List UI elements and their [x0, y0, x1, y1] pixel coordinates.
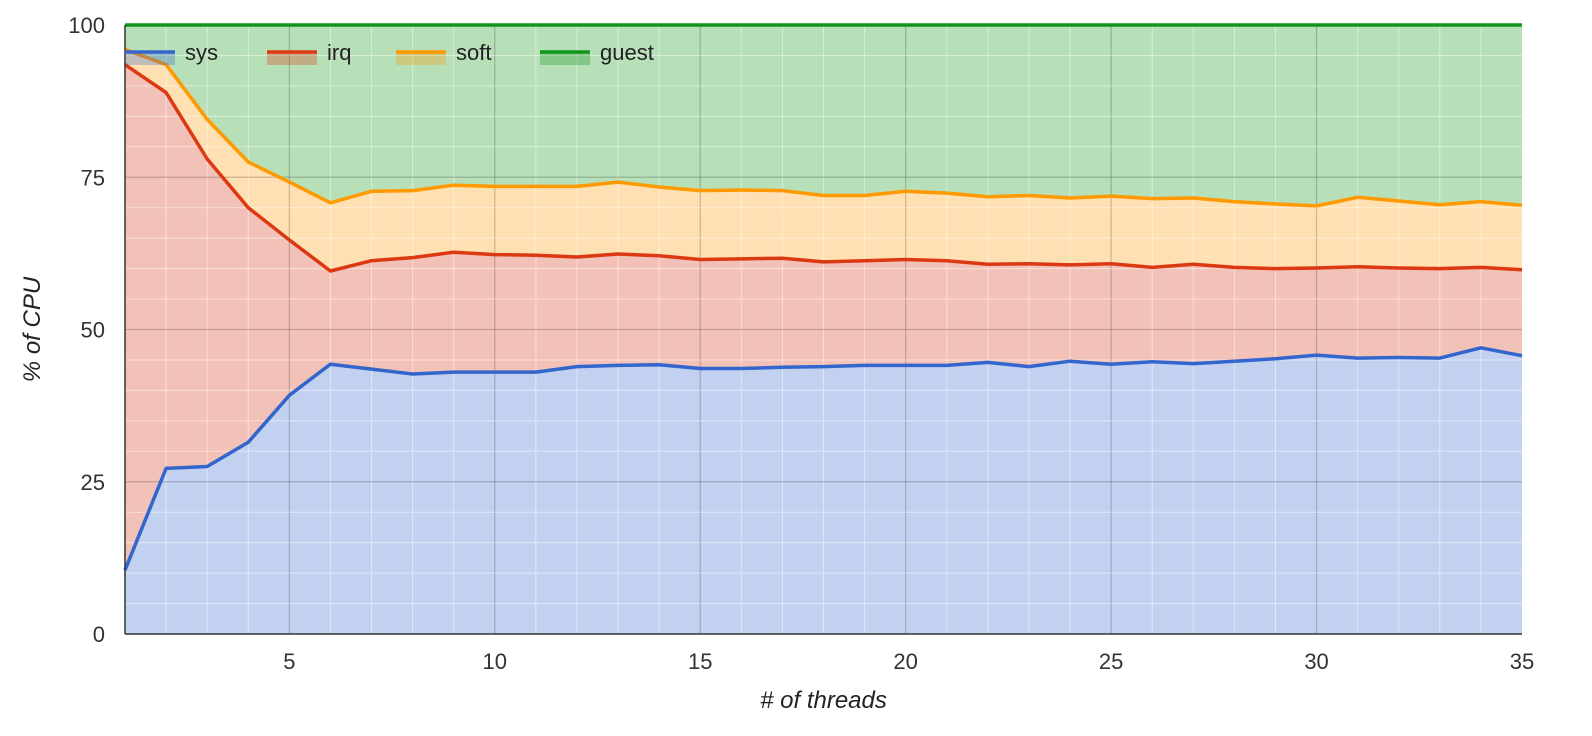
- legend-label: guest: [600, 40, 654, 65]
- x-tick-label: 25: [1099, 649, 1123, 674]
- series-areas: [125, 25, 1522, 634]
- legend-item-irq: irq: [267, 40, 351, 65]
- y-tick-label: 100: [68, 13, 105, 38]
- legend-label: soft: [456, 40, 491, 65]
- legend-item-guest: guest: [540, 40, 654, 65]
- gridlines: [125, 25, 1522, 634]
- x-tick-labels: 5 10 15 20 25 30 35: [283, 649, 1534, 674]
- legend-label: sys: [185, 40, 218, 65]
- area-soft: [125, 49, 1522, 272]
- y-tick-label: 0: [93, 622, 105, 647]
- area-irq: [125, 64, 1522, 571]
- legend-swatch: [125, 52, 175, 65]
- legend-label: irq: [327, 40, 351, 65]
- x-tick-label: 15: [688, 649, 712, 674]
- series-lines: [123, 23, 1523, 571]
- legend-swatch: [540, 52, 590, 65]
- x-tick-label: 30: [1304, 649, 1328, 674]
- y-tick-label: 25: [81, 470, 105, 495]
- x-axis-title: # of threads: [760, 687, 887, 714]
- y-tick-label: 75: [81, 165, 105, 190]
- line-irq: [124, 63, 1523, 273]
- legend-swatch: [396, 52, 446, 65]
- area-guest: [125, 25, 1522, 206]
- legend-item-soft: soft: [396, 40, 491, 65]
- x-tick-label: 10: [483, 649, 507, 674]
- y-tick-label: 50: [81, 318, 105, 343]
- x-tick-label: 35: [1510, 649, 1534, 674]
- area-sys: [125, 347, 1522, 634]
- legend-item-sys: sys: [125, 40, 218, 65]
- y-tick-labels: 0 25 50 75 100: [68, 13, 105, 647]
- legend: sys irq soft guest: [125, 40, 654, 65]
- line-soft: [124, 47, 1523, 208]
- x-tick-label: 20: [893, 649, 917, 674]
- x-tick-label: 5: [283, 649, 295, 674]
- axes: [124, 25, 1522, 635]
- legend-swatch: [267, 52, 317, 65]
- line-sys: [123, 346, 1523, 571]
- y-axis-title: % of CPU: [19, 276, 46, 382]
